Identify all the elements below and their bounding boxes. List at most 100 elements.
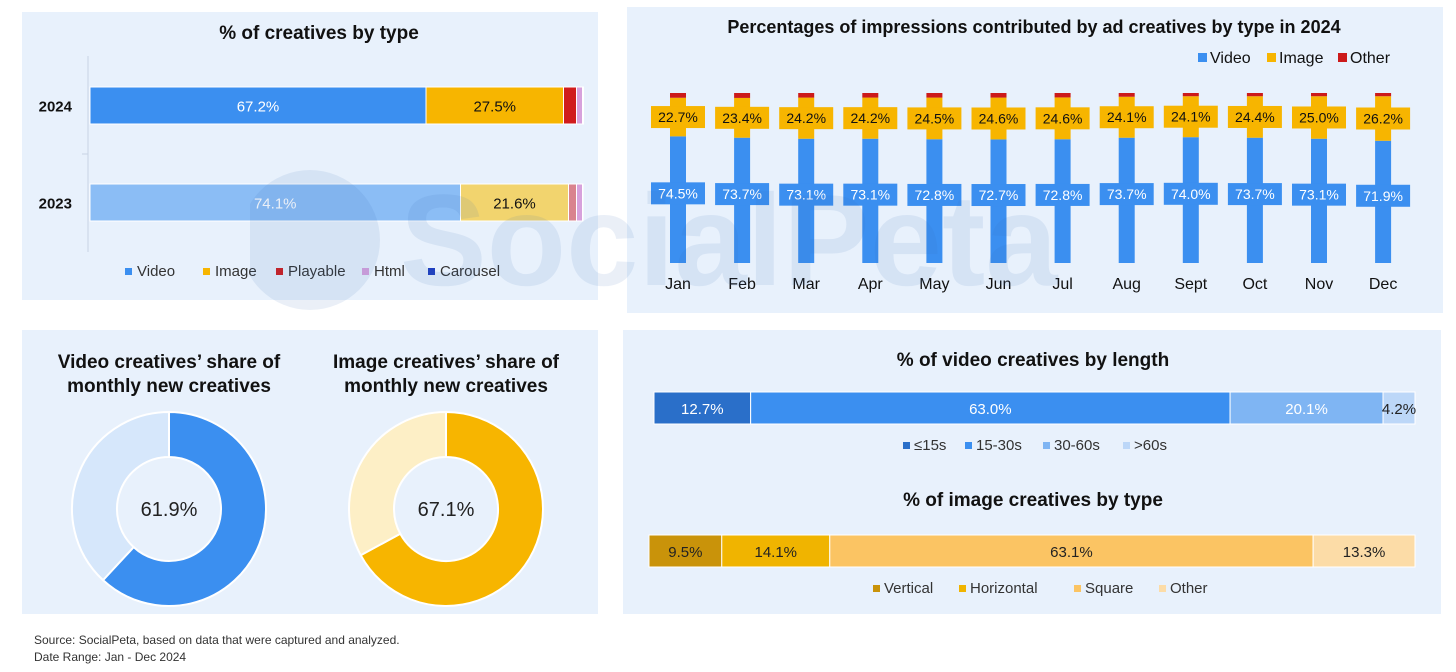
legend-label-1-vertical: Vertical bbox=[884, 580, 933, 597]
data-label-video-jun: 72.7% bbox=[979, 187, 1019, 203]
legend-swatch-other bbox=[1338, 53, 1347, 62]
data-label-box-image-may bbox=[907, 107, 962, 130]
legend-label-1-square: Square bbox=[1085, 580, 1133, 597]
bar-segment-1-square bbox=[829, 534, 1314, 568]
data-label-box-video-apr bbox=[843, 183, 898, 206]
data-label-video-mar: 73.1% bbox=[786, 187, 826, 203]
donut-center-label-0: 61.9% bbox=[141, 499, 198, 521]
data-label-0-60s: 4.2% bbox=[1382, 401, 1416, 418]
chart-title-0: % of video creatives by length bbox=[897, 350, 1169, 371]
data-label-box-video-mar bbox=[779, 183, 834, 206]
legend-swatch-video bbox=[125, 268, 132, 275]
data-label-image-2024: 27.5% bbox=[473, 99, 516, 116]
legend-swatch-1-horizontal bbox=[959, 585, 966, 592]
x-tick-label-mar: Mar bbox=[792, 276, 820, 293]
legend-swatch-1-square bbox=[1074, 585, 1081, 592]
length-and-image-type-charts: % of video creatives by length 12.7% 63.0%… bbox=[648, 350, 1416, 597]
bar-image-2023 bbox=[460, 183, 569, 222]
bar-playable-2024 bbox=[563, 86, 577, 125]
data-label-image-aug: 24.1% bbox=[1107, 109, 1147, 125]
legend-swatch-playable bbox=[276, 268, 283, 275]
legend-swatch-0-15-30s bbox=[965, 442, 972, 449]
data-label-box-video-may bbox=[907, 183, 962, 206]
donut-title-line1-1: Image creatives’ share of bbox=[333, 352, 560, 373]
legend-swatch-0-60s bbox=[1123, 442, 1130, 449]
data-label-1-other: 13.3% bbox=[1343, 544, 1386, 561]
data-label-box-image-apr bbox=[843, 107, 898, 130]
donut-slice-1-1 bbox=[348, 410, 447, 557]
legend-swatch-image bbox=[1267, 53, 1276, 62]
donut-center-label-1: 67.1% bbox=[418, 499, 475, 521]
bar-segment-0-15-30s bbox=[750, 391, 1231, 425]
data-label-video-nov: 73.1% bbox=[1299, 187, 1339, 203]
data-label-image-oct: 24.4% bbox=[1235, 109, 1275, 125]
impressions-by-type-panel: Percentages of impressions contributed b… bbox=[627, 7, 1443, 313]
data-label-video-2024: 67.2% bbox=[237, 99, 280, 116]
legend-label-0-30-60s: 30-60s bbox=[1054, 437, 1100, 454]
x-tick-label-jun: Jun bbox=[986, 276, 1012, 293]
legend-swatch-video bbox=[1198, 53, 1207, 62]
data-label-video-jan: 74.5% bbox=[658, 185, 698, 201]
data-label-image-dec: 26.2% bbox=[1363, 111, 1403, 127]
data-label-image-mar: 24.2% bbox=[786, 110, 826, 126]
legend-label-image: Image bbox=[215, 263, 257, 280]
chart-title: % of creatives by type bbox=[219, 23, 419, 44]
donut-slice-1-0 bbox=[359, 410, 544, 607]
bar-other-nov bbox=[1311, 93, 1327, 97]
date-range-note: Date Range: Jan - Dec 2024 bbox=[34, 650, 187, 664]
bar-other-mar bbox=[798, 93, 815, 98]
x-tick-label-dec: Dec bbox=[1369, 276, 1397, 293]
bar-other-dec bbox=[1375, 93, 1392, 97]
x-tick-label-sept: Sept bbox=[1174, 276, 1207, 293]
data-label-box-video-feb bbox=[715, 183, 770, 206]
bar-carousel-2023 bbox=[582, 183, 584, 222]
x-tick-label-may: May bbox=[919, 276, 949, 293]
data-label-image-nov: 25.0% bbox=[1299, 109, 1339, 125]
legend-label-image: Image bbox=[1279, 50, 1324, 67]
legend-label-html: Html bbox=[374, 263, 405, 280]
bar-other-feb bbox=[734, 93, 751, 98]
data-label-box-video-jan bbox=[651, 182, 705, 205]
data-label-video-apr: 73.1% bbox=[850, 187, 890, 203]
chart-title-1: % of image creatives by type bbox=[903, 490, 1163, 511]
data-label-image-may: 24.5% bbox=[915, 110, 955, 126]
x-tick-label-jul: Jul bbox=[1052, 276, 1072, 293]
legend-label-1-horizontal: Horizontal bbox=[970, 580, 1038, 597]
bar-html-2024 bbox=[576, 86, 583, 125]
x-tick-label-feb: Feb bbox=[728, 276, 756, 293]
data-label-box-image-feb bbox=[715, 106, 770, 129]
data-label-image-feb: 23.4% bbox=[722, 110, 762, 126]
donut-slice-0-0 bbox=[101, 410, 267, 607]
data-label-box-video-jun bbox=[971, 184, 1026, 207]
data-label-image-jan: 22.7% bbox=[658, 109, 698, 125]
legend-label-video: Video bbox=[137, 263, 175, 280]
bar-video-2023 bbox=[89, 183, 461, 222]
bar-playable-2023 bbox=[568, 183, 577, 222]
bar-other-sept bbox=[1182, 93, 1199, 97]
x-tick-label-apr: Apr bbox=[858, 276, 884, 293]
data-label-1-horizontal: 14.1% bbox=[754, 544, 797, 561]
legend-swatch-html bbox=[362, 268, 369, 275]
monthly-new-creatives-panel: Video creatives’ share of monthly new cre… bbox=[22, 330, 598, 614]
data-label-video-2023: 74.1% bbox=[254, 196, 297, 213]
data-label-box-image-aug bbox=[1099, 106, 1154, 129]
data-label-box-image-jan bbox=[651, 106, 705, 129]
data-label-box-image-jun bbox=[971, 107, 1026, 130]
bar-other-apr bbox=[862, 93, 879, 98]
bar-other-jul bbox=[1054, 93, 1071, 98]
data-label-1-vertical: 9.5% bbox=[668, 544, 702, 561]
data-label-video-jul: 72.8% bbox=[1043, 187, 1083, 203]
data-label-0-30-60s: 20.1% bbox=[1285, 401, 1328, 418]
data-label-1-square: 63.1% bbox=[1050, 544, 1093, 561]
legend-label-playable: Playable bbox=[288, 263, 346, 280]
legend-label-video: Video bbox=[1210, 50, 1251, 67]
data-label-box-video-oct bbox=[1227, 183, 1282, 206]
legend-label-1-other: Other bbox=[1170, 580, 1208, 597]
bar-other-oct bbox=[1246, 93, 1263, 97]
data-label-0-15-30s: 63.0% bbox=[969, 401, 1012, 418]
bar-html-2023 bbox=[576, 183, 583, 222]
data-label-box-image-jul bbox=[1035, 107, 1090, 130]
legend-swatch-1-other bbox=[1159, 585, 1166, 592]
legend-swatch-carousel bbox=[428, 268, 435, 275]
data-label-image-jul: 24.6% bbox=[1043, 110, 1083, 126]
